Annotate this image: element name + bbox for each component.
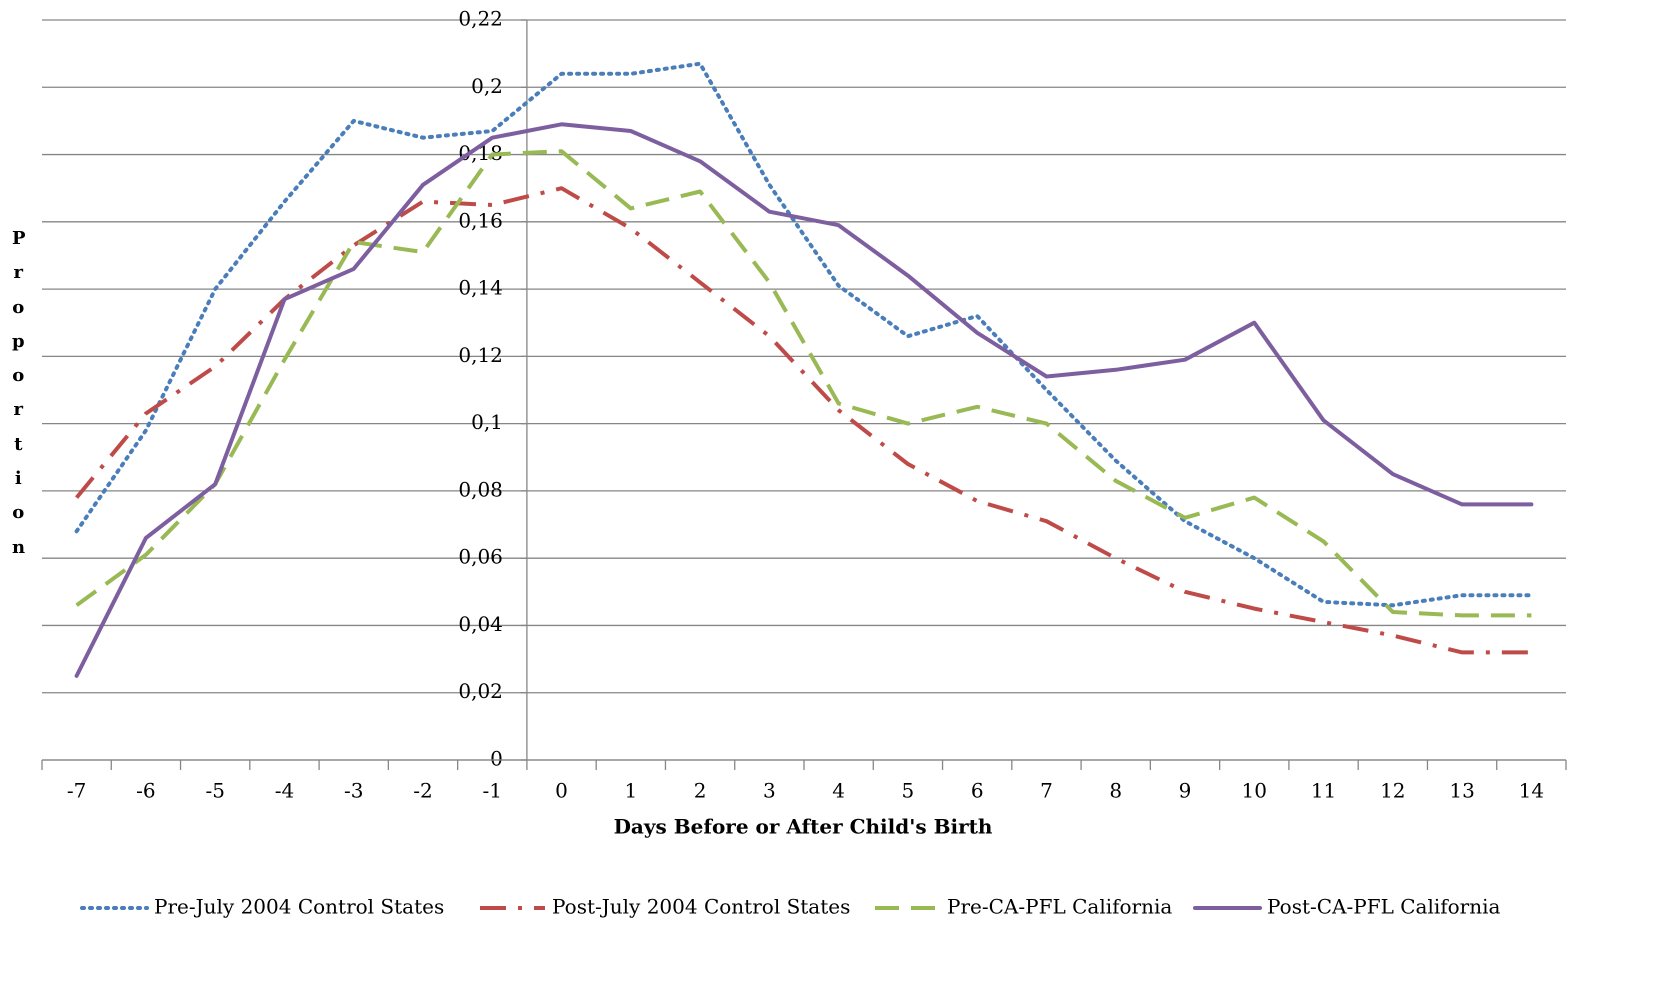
x-tick-label: 5: [902, 779, 915, 803]
y-tick-label: 0,02: [458, 679, 503, 703]
x-tick-label: 11: [1311, 779, 1336, 803]
y-tick-label: 0,16: [458, 208, 503, 232]
series-line: [74, 122, 1534, 678]
x-tick-label: 2: [694, 779, 707, 803]
y-tick-label: 0,08: [458, 477, 503, 501]
x-tick-label: 13: [1449, 779, 1474, 803]
y-tick-label: 0,22: [458, 7, 503, 31]
x-tick-label: -5: [205, 779, 224, 803]
y-tick-label: 0,12: [458, 343, 503, 367]
x-tick-label: 1: [624, 779, 637, 803]
y-tick-label: 0,06: [458, 545, 503, 569]
y-tick-label: 0,1: [471, 410, 503, 434]
x-tick-label: 7: [1040, 779, 1053, 803]
legend-label: Pre-CA-PFL California: [947, 895, 1172, 919]
legend-label: Pre-July 2004 Control States: [154, 895, 444, 919]
x-tick-label: 0: [555, 779, 568, 803]
y-tick-label: 0,2: [471, 74, 503, 98]
x-tick-label: -7: [67, 779, 86, 803]
x-axis-label: Days Before or After Child's Birth: [614, 815, 993, 839]
x-tick-label: 3: [763, 779, 776, 803]
x-tick-label: 6: [971, 779, 984, 803]
legend-label: Post-CA-PFL California: [1267, 895, 1501, 919]
x-tick-label: 4: [832, 779, 845, 803]
y-axis-label: Proportion: [12, 228, 26, 558]
x-tick-label: 14: [1519, 779, 1544, 803]
x-tick-label: 10: [1242, 779, 1267, 803]
x-tick-label: 9: [1179, 779, 1192, 803]
x-tick-label: -3: [344, 779, 363, 803]
series-line: [75, 149, 1532, 618]
legend-label: Post-July 2004 Control States: [552, 895, 850, 919]
x-tick-label: -4: [275, 779, 294, 803]
y-tick-label: 0: [490, 747, 503, 771]
x-tick-label: 12: [1380, 779, 1405, 803]
x-tick-label: -6: [136, 779, 155, 803]
y-tick-label: 0,14: [458, 276, 503, 300]
series-line: [74, 61, 1534, 608]
y-tick-label: 0,04: [458, 612, 503, 636]
x-tick-label: -2: [413, 779, 432, 803]
x-tick-label: -1: [483, 779, 502, 803]
series-line: [75, 186, 1532, 655]
x-tick-label: 8: [1109, 779, 1122, 803]
